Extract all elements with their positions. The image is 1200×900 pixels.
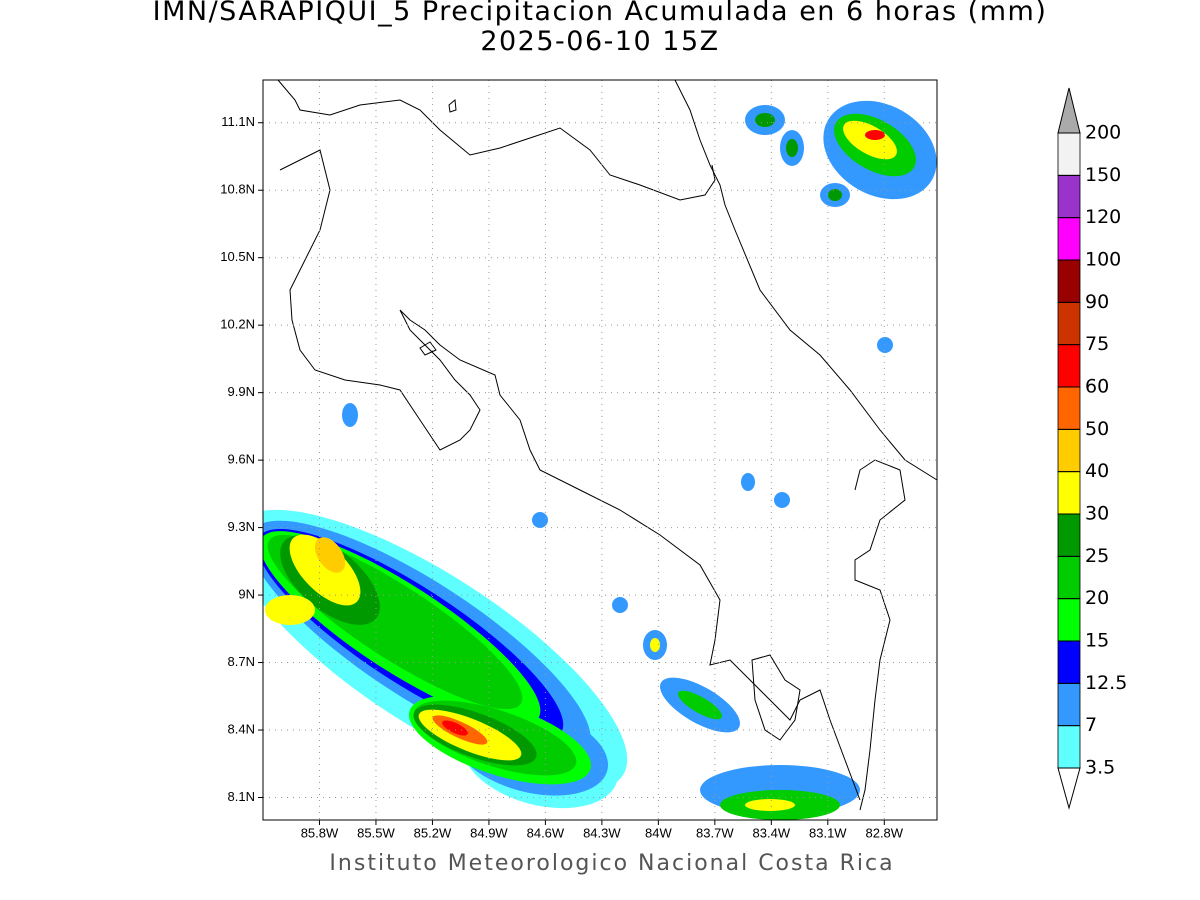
colorbar-label: 12.5 [1085, 672, 1127, 694]
colorbar-label: 7 [1085, 714, 1097, 736]
precip-area [741, 473, 755, 491]
y-tick-label: 9.3N [228, 519, 255, 534]
colorbar-segment [1057, 513, 1081, 557]
precip-area [314, 537, 346, 573]
colorbar-label: 150 [1085, 164, 1121, 186]
y-tick-label: 9.6N [228, 452, 255, 467]
precipitation [263, 100, 937, 820]
y-tick-label: 9.9N [228, 384, 255, 399]
x-tick-label: 84W [645, 825, 672, 840]
precip-area [677, 690, 723, 720]
colorbar-segment [1057, 386, 1081, 430]
footer: Instituto Meteorologico Nacional Costa R… [329, 851, 894, 876]
x-tick-label: 84.6W [527, 825, 565, 840]
precip-area [877, 337, 893, 353]
precip-area [650, 638, 660, 652]
colorbar-label: 25 [1085, 545, 1109, 567]
colorbar-label: 50 [1085, 418, 1109, 440]
colorbar-label: 200 [1085, 122, 1121, 144]
colorbar-label: 3.5 [1085, 757, 1115, 779]
precip-area [442, 720, 468, 736]
precip-area [843, 120, 897, 160]
precip-area [342, 403, 358, 427]
x-tick-label: 84.3W [583, 825, 621, 840]
colorbar-label: 40 [1085, 460, 1109, 482]
colorbar-segment [1057, 217, 1081, 261]
precip-area [828, 189, 842, 201]
y-tick-label: 8.4N [228, 721, 255, 736]
y-tick-label: 9N [238, 587, 255, 602]
precip-area [865, 130, 885, 140]
title: IMN/SARAPIQUI_5 Precipitacion Acumulada … [153, 0, 1048, 27]
x-tick-label: 83.7W [696, 825, 734, 840]
precip-area [289, 534, 361, 606]
precip-area [774, 492, 790, 508]
precip-area [265, 595, 315, 625]
plot-frame [262, 79, 938, 821]
colorbar-label: 60 [1085, 376, 1109, 398]
subtitle: 2025-06-10 15Z [480, 26, 719, 57]
colorbar-segment [1057, 682, 1081, 727]
colorbar-over [1057, 87, 1081, 134]
x-tick-label: 85.5W [357, 825, 395, 840]
colorbar-segment [1057, 428, 1081, 473]
x-tick-label: 83.1W [809, 825, 847, 840]
precip-area [745, 799, 795, 811]
colorbar-segment [1057, 259, 1081, 303]
precip-area [786, 139, 798, 157]
colorbar-segment [1057, 598, 1081, 642]
colorbar-label: 90 [1085, 291, 1109, 313]
grid [263, 80, 937, 820]
x-tick-label: 82.8W [865, 825, 903, 840]
x-tick-label: 83.4W [753, 825, 791, 840]
y-tick-label: 10.5N [220, 249, 255, 264]
colorbar-segment [1057, 471, 1081, 515]
x-tick-label: 85.2W [414, 825, 452, 840]
colorbar-label: 100 [1085, 249, 1121, 271]
precip-area [532, 512, 548, 528]
y-tick-label: 10.8N [220, 182, 255, 197]
precip-area [612, 597, 628, 613]
colorbar-label: 20 [1085, 587, 1109, 609]
colorbar-segment [1057, 555, 1081, 600]
x-tick-label: 85.8W [301, 825, 339, 840]
colorbar-segment [1057, 301, 1081, 346]
y-tick-label: 8.1N [228, 789, 255, 804]
precip-area [755, 113, 775, 127]
y-tick-label: 10.2N [220, 317, 255, 332]
x-tick-label: 84.9W [470, 825, 508, 840]
colorbar-segment [1057, 174, 1081, 219]
colorbar-label: 75 [1085, 333, 1109, 355]
colorbar: 3.5 7 12.5 15 20 25 30 40 50 60 75 90 100 120 150 200 [1057, 87, 1127, 810]
colorbar-label: 30 [1085, 503, 1109, 525]
colorbar-label: 15 [1085, 630, 1109, 652]
colorbar-under [1057, 767, 1081, 810]
colorbar-segment [1057, 132, 1081, 176]
colorbar-segment [1057, 344, 1081, 388]
colorbar-segment [1057, 725, 1081, 769]
y-tick-label: 11.1N [221, 114, 255, 129]
colorbar-label: 120 [1085, 206, 1121, 228]
colorbar-segment [1057, 640, 1081, 684]
y-tick-label: 8.7N [228, 654, 255, 669]
